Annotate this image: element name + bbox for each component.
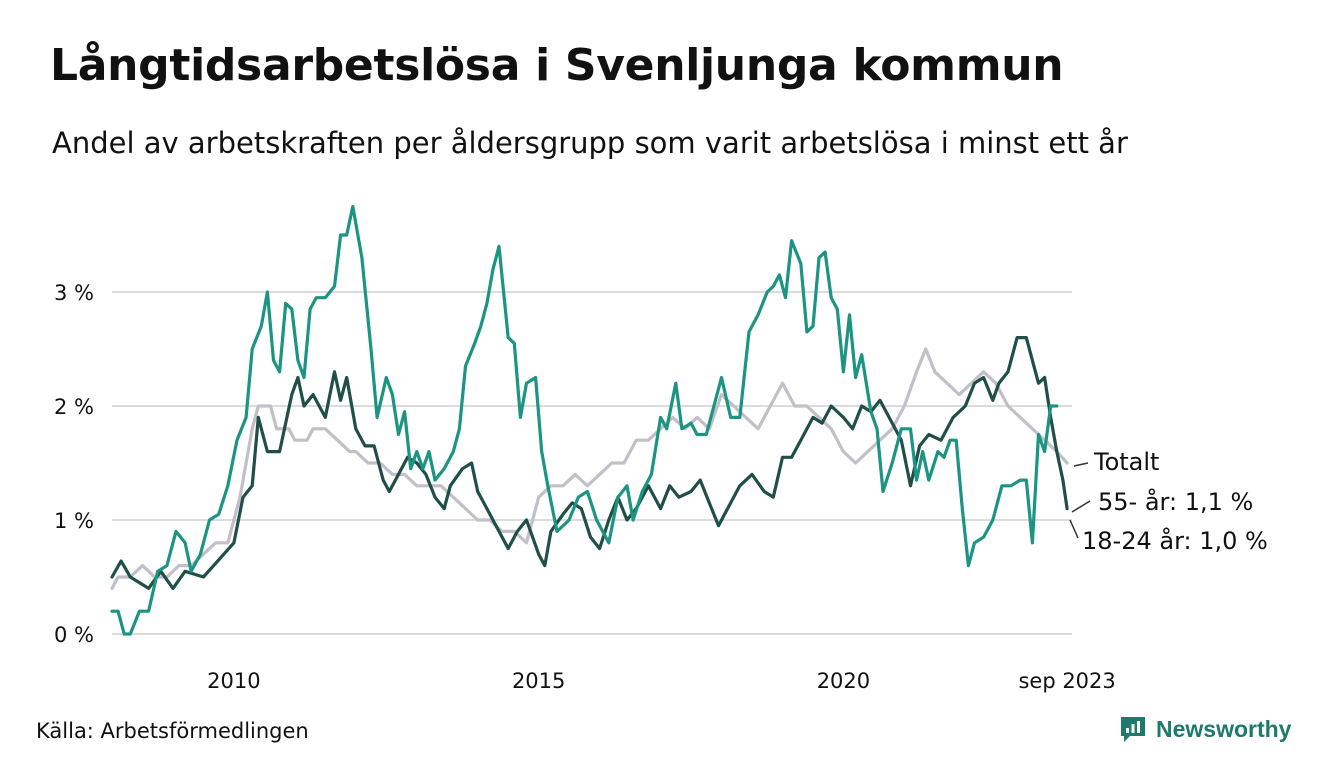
x-tick-label: 2010 — [207, 669, 260, 693]
label-leader-line — [1073, 462, 1089, 467]
brand-logo[interactable]: Newsworthy — [1118, 714, 1291, 744]
series-label: 55- år: 1,1 % — [1098, 487, 1253, 516]
series-labels: Totalt 55- år: 1,1 % 18-24 år: 1,0 % — [1069, 448, 1268, 555]
y-tick-label: 0 % — [54, 623, 94, 647]
brand-name: Newsworthy — [1156, 715, 1292, 742]
series-lines — [110, 204, 1069, 636]
series-label: 18-24 år: 1,0 % — [1082, 526, 1268, 555]
label-leader-line — [1069, 519, 1079, 539]
series-line — [110, 204, 1059, 636]
chart-subtitle: Andel av arbetskraften per åldersgrupp s… — [52, 126, 1128, 160]
series-label: Totalt — [1093, 448, 1159, 476]
series-line — [110, 347, 1069, 590]
x-tick-label: 2020 — [817, 669, 870, 693]
y-tick-label: 2 % — [54, 395, 94, 419]
source-note: Källa: Arbetsförmedlingen — [36, 719, 309, 743]
grid-lines — [112, 291, 1072, 635]
x-axis: 2010 2015 2020 sep 2023 — [207, 669, 1116, 693]
x-tick-label: sep 2023 — [1018, 669, 1115, 693]
chart-title: Långtidsarbetslösa i Svenljunga kommun — [50, 40, 1064, 91]
newsworthy-logo-icon — [1121, 717, 1145, 742]
y-axis: 0 % 1 % 2 % 3 % — [54, 281, 94, 647]
y-tick-label: 1 % — [54, 509, 94, 533]
label-leader-line — [1071, 500, 1091, 513]
series-line — [110, 336, 1069, 590]
x-tick-label: 2015 — [512, 669, 565, 693]
y-tick-label: 3 % — [54, 281, 94, 305]
